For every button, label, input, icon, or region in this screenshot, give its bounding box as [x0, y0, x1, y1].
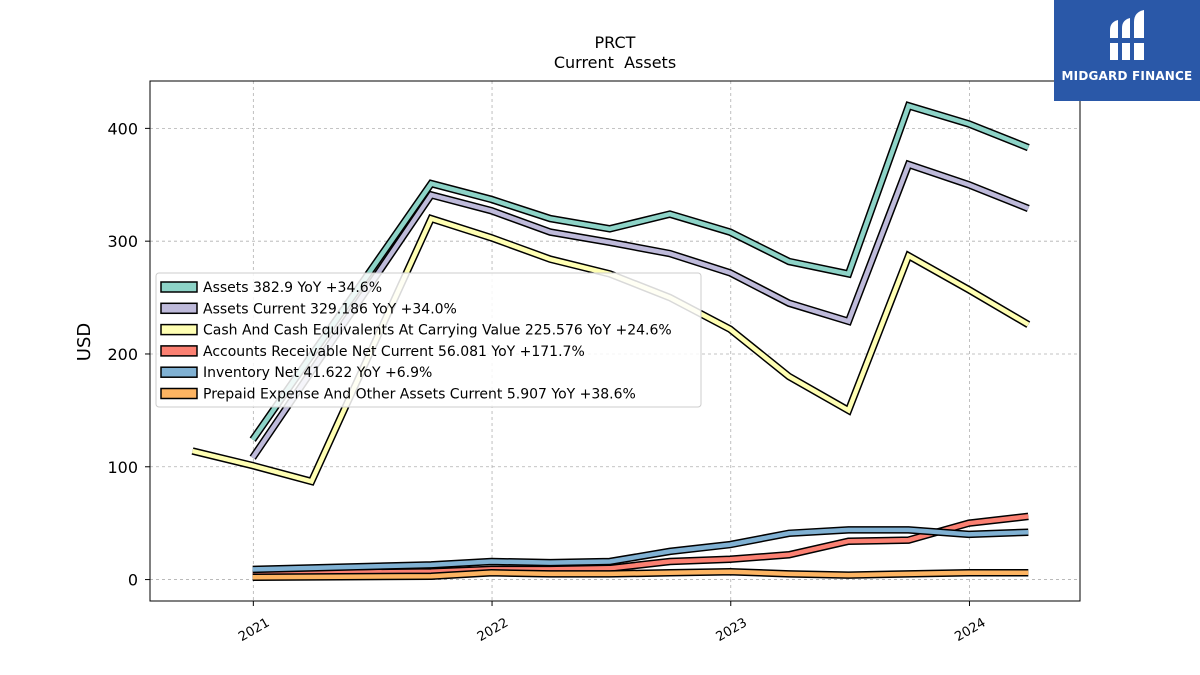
legend-item-label: Assets Current 329.186 YoY +34.0% [203, 301, 457, 317]
midgard-logo-icon [1108, 10, 1148, 60]
y-axis-ticks: 0 100 200 300 400 [107, 119, 150, 590]
plot-frame [149, 80, 1081, 602]
legend-item-label: Inventory Net 41.622 YoY +6.9% [203, 365, 432, 381]
x-tick-label: 2023 [714, 615, 750, 645]
series-1 [249, 159, 1030, 460]
x-tick-label: 2022 [475, 615, 511, 645]
x-tick-label: 2024 [952, 615, 988, 645]
series-5 [252, 567, 1029, 582]
legend-swatch [160, 366, 198, 378]
legend-item-label: Cash And Cash Equivalents At Carrying Va… [203, 323, 672, 339]
series-line [250, 103, 1030, 441]
brand-name: MIDGARD FINANCE [1061, 69, 1193, 83]
y-tick-label: 200 [107, 345, 138, 364]
legend-box [155, 272, 702, 408]
legend-item-label: Assets 382.9 YoY +34.6% [203, 280, 382, 296]
legend-swatch [160, 387, 198, 400]
legend-item-label: Prepaid Expense And Other Assets Current… [203, 387, 636, 403]
series-4 [252, 526, 1029, 574]
legend-swatch [160, 345, 198, 357]
chart-subtitle: Current Assets [554, 53, 676, 72]
brand-logo: MIDGARD FINANCE [1054, 0, 1200, 101]
y-tick-label: 100 [107, 458, 138, 477]
legend-swatch [160, 281, 198, 293]
x-tick-label: 2021 [236, 615, 272, 645]
x-axis-ticks: 2021 2022 2023 2024 [236, 601, 988, 645]
series-0 [249, 101, 1030, 442]
series-line [250, 161, 1030, 459]
legend-swatch [160, 323, 198, 336]
y-axis-label: USD [74, 323, 95, 361]
series-line [252, 569, 1029, 580]
series-line [252, 527, 1029, 572]
y-tick-label: 0 [128, 571, 138, 590]
y-tick-label: 300 [107, 232, 138, 251]
legend-item-label: Accounts Receivable Net Current 56.081 Y… [203, 344, 585, 360]
legend-swatch [160, 302, 198, 315]
legend: Assets 382.9 YoY +34.6% Assets Current 32… [155, 272, 702, 408]
chart-title: PRCT [595, 33, 636, 52]
y-tick-label: 400 [107, 119, 138, 138]
